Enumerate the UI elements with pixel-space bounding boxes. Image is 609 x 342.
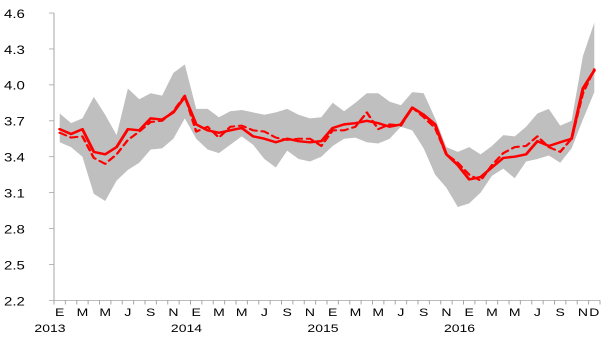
- x-month-label: M: [372, 305, 384, 318]
- y-tick-label: 2.2: [4, 295, 25, 308]
- x-month-label: J: [124, 305, 131, 318]
- x-month-label: E: [192, 305, 201, 318]
- x-month-label: E: [328, 305, 337, 318]
- x-month-label: E: [465, 305, 474, 318]
- x-month-label: N: [441, 305, 451, 318]
- axes-layer: [49, 12, 601, 305]
- x-month-label: S: [419, 305, 428, 318]
- tick-labels-layer: 2.22.52.83.13.43.74.04.34.6E M M J S N E M M J S N E…: [4, 7, 599, 335]
- x-month-label: J: [261, 305, 268, 318]
- x-month-label: N: [305, 305, 315, 318]
- x-year-label: 2013: [34, 321, 65, 334]
- x-year-label: 2016: [444, 321, 475, 334]
- y-tick-label: 2.5: [4, 259, 25, 272]
- range-band: [59, 22, 595, 208]
- x-year-label: 2014: [171, 321, 202, 334]
- x-month-label: S: [146, 305, 155, 318]
- x-month-label: M: [350, 305, 362, 318]
- range-band-layer: [59, 22, 595, 208]
- y-tick-label: 4.6: [4, 7, 25, 20]
- x-month-label: N: [168, 305, 178, 318]
- solid-series-line: [58, 69, 596, 181]
- y-tick-label: 2.8: [4, 223, 25, 236]
- y-tick-label: 4.3: [4, 43, 25, 56]
- dashed-series-line: [58, 68, 596, 182]
- y-tick-label: 3.4: [4, 151, 25, 164]
- x-month-label: N: [578, 305, 588, 318]
- x-month-label: M: [77, 305, 89, 318]
- series-lines-layer: [58, 68, 596, 182]
- x-month-label: M: [486, 305, 498, 318]
- y-tick-label: 4.0: [4, 79, 25, 92]
- x-month-label: J: [534, 305, 541, 318]
- x-month-label: S: [283, 305, 292, 318]
- x-month-label: M: [509, 305, 521, 318]
- y-tick-label: 3.1: [4, 187, 25, 200]
- x-year-label: 2015: [307, 321, 338, 334]
- x-month-label: M: [236, 305, 248, 318]
- x-month-label: D: [589, 305, 599, 318]
- y-tick-label: 3.7: [4, 115, 25, 128]
- x-month-label: M: [99, 305, 111, 318]
- x-month-label: E: [55, 305, 64, 318]
- x-month-label: J: [397, 305, 404, 318]
- x-month-label: S: [556, 305, 565, 318]
- x-month-label: M: [213, 305, 225, 318]
